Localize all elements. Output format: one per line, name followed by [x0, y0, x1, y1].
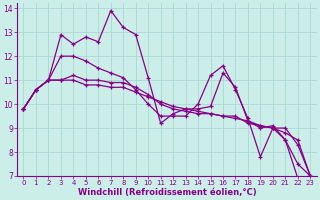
X-axis label: Windchill (Refroidissement éolien,°C): Windchill (Refroidissement éolien,°C): [77, 188, 256, 197]
